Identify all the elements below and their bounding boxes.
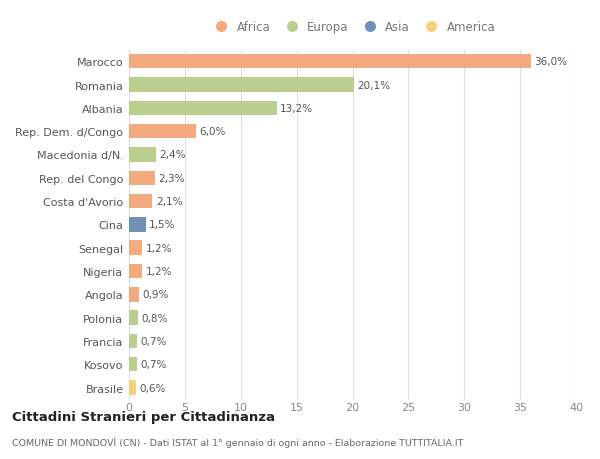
Text: 1,2%: 1,2% (146, 266, 172, 276)
Bar (129, 218, 146, 232)
Bar (129, 125, 196, 139)
Text: 0,9%: 0,9% (142, 290, 169, 300)
Legend: Africa, Europa, Asia, America: Africa, Europa, Asia, America (206, 17, 499, 38)
Text: 2,1%: 2,1% (156, 196, 182, 207)
Text: 0,7%: 0,7% (140, 359, 167, 369)
Text: 36,0%: 36,0% (535, 57, 568, 67)
Text: 2,3%: 2,3% (158, 174, 185, 184)
Text: 0,7%: 0,7% (140, 336, 167, 346)
Bar (129, 334, 137, 348)
Text: 1,5%: 1,5% (149, 220, 176, 230)
Bar (129, 195, 152, 209)
Text: 20,1%: 20,1% (357, 80, 390, 90)
Bar (129, 171, 155, 185)
Bar (129, 311, 138, 325)
Bar (129, 264, 142, 279)
Bar (129, 287, 139, 302)
Text: 13,2%: 13,2% (280, 104, 313, 114)
Text: 0,8%: 0,8% (141, 313, 167, 323)
Bar (129, 101, 277, 116)
Bar (129, 78, 353, 93)
Bar (129, 148, 156, 162)
Text: 6,0%: 6,0% (199, 127, 226, 137)
Bar (129, 381, 136, 395)
Text: COMUNE DI MONDOVÌ (CN) - Dati ISTAT al 1° gennaio di ogni anno - Elaborazione TU: COMUNE DI MONDOVÌ (CN) - Dati ISTAT al 1… (12, 437, 463, 447)
Text: Cittadini Stranieri per Cittadinanza: Cittadini Stranieri per Cittadinanza (12, 410, 275, 423)
Bar (129, 241, 142, 255)
Bar (129, 55, 532, 69)
Bar (129, 357, 137, 372)
Text: 0,6%: 0,6% (139, 383, 166, 393)
Text: 1,2%: 1,2% (146, 243, 172, 253)
Text: 2,4%: 2,4% (159, 150, 185, 160)
